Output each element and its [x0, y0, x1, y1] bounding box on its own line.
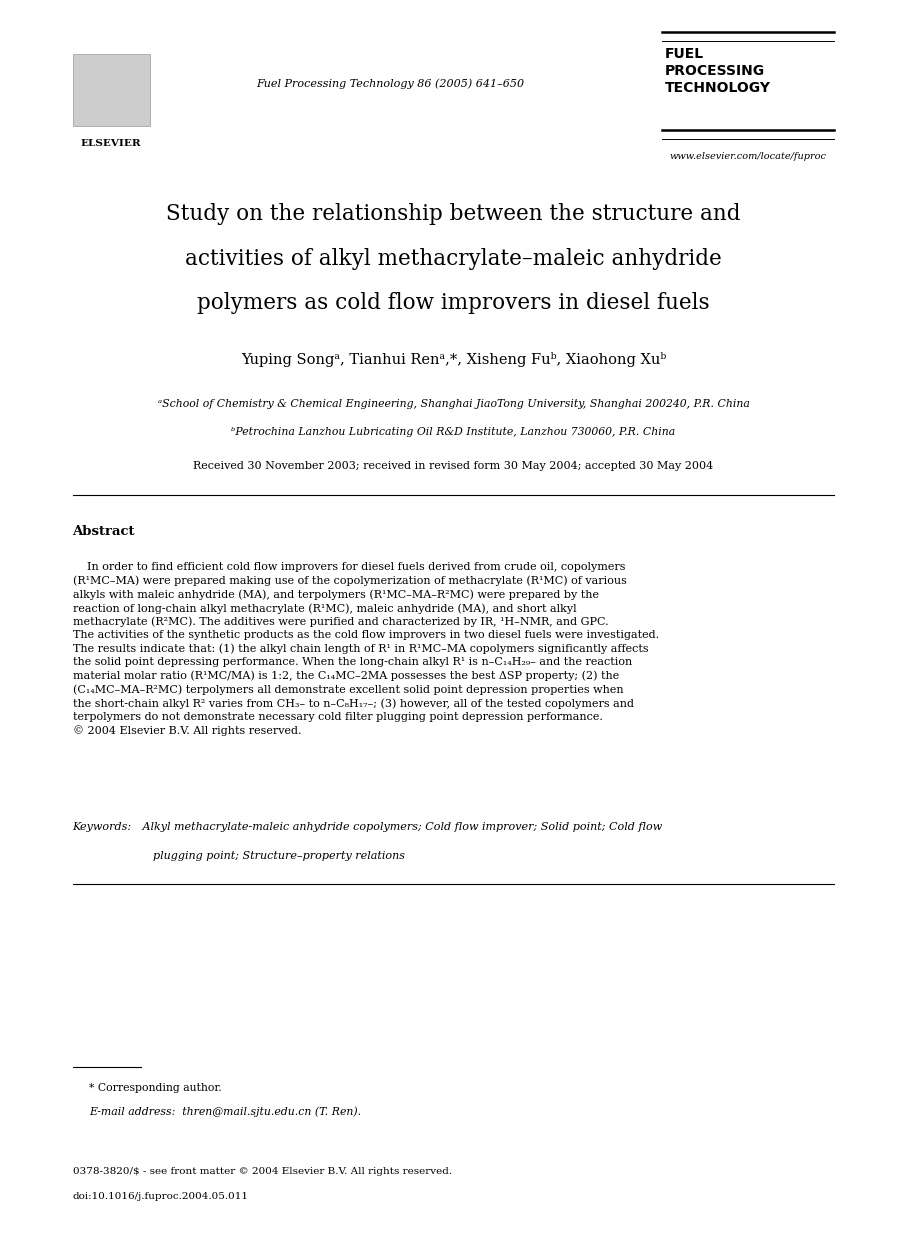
Text: Alkyl methacrylate-maleic anhydride copolymers; Cold flow improver; Solid point;: Alkyl methacrylate-maleic anhydride copo…: [139, 822, 662, 832]
Text: doi:10.1016/j.fuproc.2004.05.011: doi:10.1016/j.fuproc.2004.05.011: [73, 1192, 249, 1201]
Text: plugging point; Structure–property relations: plugging point; Structure–property relat…: [139, 851, 405, 860]
Text: ELSEVIER: ELSEVIER: [81, 139, 141, 147]
Text: Fuel Processing Technology 86 (2005) 641–650: Fuel Processing Technology 86 (2005) 641…: [256, 79, 524, 89]
Bar: [73, 54, 150, 126]
Text: Received 30 November 2003; received in revised form 30 May 2004; accepted 30 May: Received 30 November 2003; received in r…: [193, 461, 714, 470]
Text: ᵃSchool of Chemistry & Chemical Engineering, Shanghai JiaoTong University, Shang: ᵃSchool of Chemistry & Chemical Engineer…: [158, 399, 749, 409]
Text: FUEL
PROCESSING
TECHNOLOGY: FUEL PROCESSING TECHNOLOGY: [665, 47, 771, 94]
Text: Abstract: Abstract: [73, 525, 135, 539]
Text: Keywords:: Keywords:: [73, 822, 132, 832]
Text: Yuping Songᵃ, Tianhui Renᵃ,*, Xisheng Fuᵇ, Xiaohong Xuᵇ: Yuping Songᵃ, Tianhui Renᵃ,*, Xisheng Fu…: [241, 352, 666, 366]
Text: www.elsevier.com/locate/fuproc: www.elsevier.com/locate/fuproc: [669, 152, 827, 161]
Text: ᵇPetrochina Lanzhou Lubricating Oil R&D Institute, Lanzhou 730060, P.R. China: ᵇPetrochina Lanzhou Lubricating Oil R&D …: [231, 427, 676, 437]
Text: * Corresponding author.: * Corresponding author.: [89, 1083, 221, 1093]
Text: Study on the relationship between the structure and: Study on the relationship between the st…: [166, 203, 741, 225]
Text: polymers as cold flow improvers in diesel fuels: polymers as cold flow improvers in diese…: [197, 292, 710, 314]
Text: E-mail address:  thren@mail.sjtu.edu.cn (T. Ren).: E-mail address: thren@mail.sjtu.edu.cn (…: [89, 1107, 361, 1118]
Text: 0378-3820/$ - see front matter © 2004 Elsevier B.V. All rights reserved.: 0378-3820/$ - see front matter © 2004 El…: [73, 1167, 452, 1176]
Text: In order to find efficient cold flow improvers for diesel fuels derived from cru: In order to find efficient cold flow imp…: [73, 562, 658, 735]
Text: activities of alkyl methacrylate–maleic anhydride: activities of alkyl methacrylate–maleic …: [185, 248, 722, 270]
